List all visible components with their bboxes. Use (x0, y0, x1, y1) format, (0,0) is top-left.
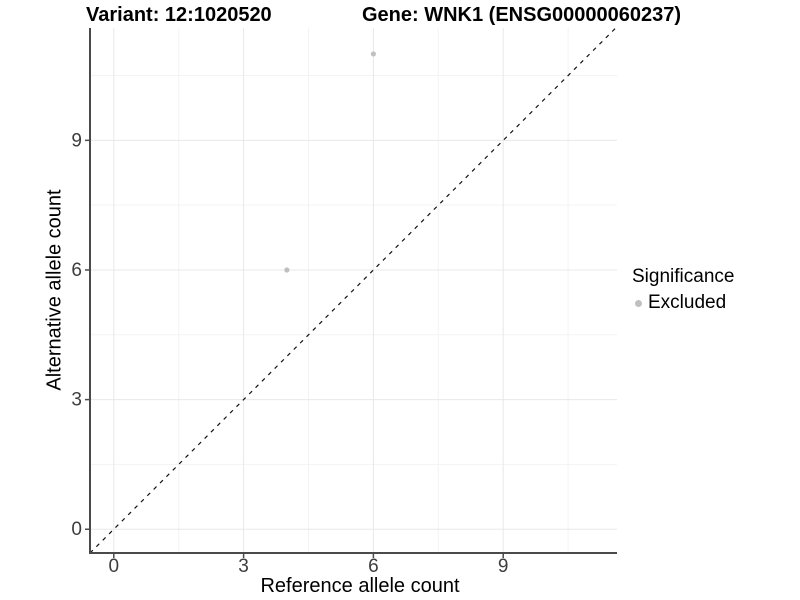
legend: Significance Excluded (632, 266, 734, 314)
legend-item-excluded: Excluded (635, 292, 734, 314)
identity-reference-line (89, 27, 617, 554)
x-tick-label: 9 (498, 556, 509, 577)
gene-title: Gene: WNK1 (ENSG00000060237) (362, 4, 682, 26)
y-tick-label: 6 (71, 260, 82, 281)
y-tick-label: 0 (71, 519, 82, 540)
legend-title: Significance (632, 266, 735, 287)
data-point (284, 267, 290, 273)
variant-title: Variant: 12:1020520 (86, 4, 272, 26)
x-tick-label: 0 (109, 556, 120, 577)
x-tick-label: 6 (368, 556, 379, 577)
legend-dot-icon (635, 299, 642, 307)
y-axis-title: Alternative allele count (43, 189, 66, 391)
data-point (370, 51, 377, 57)
y-tick-label: 9 (71, 130, 82, 151)
legend-item-label: Excluded (648, 292, 727, 313)
y-tick-label: 3 (71, 390, 82, 411)
x-tick-label: 3 (238, 556, 249, 577)
x-axis-title: Reference allele count (260, 575, 460, 597)
